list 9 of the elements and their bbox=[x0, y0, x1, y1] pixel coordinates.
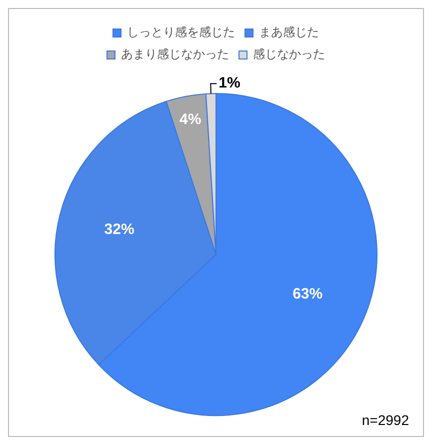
legend-label: 感じなかった bbox=[253, 47, 325, 62]
legend-label: しっとり感を感じた bbox=[127, 25, 235, 40]
data-label: 1% bbox=[218, 74, 240, 92]
text: n=2992 bbox=[362, 412, 409, 428]
legend-label: あまり感じなかった bbox=[121, 47, 229, 62]
data-label: 4% bbox=[180, 111, 202, 128]
legend-label: まあ感じた bbox=[259, 25, 319, 40]
data-label: 63% bbox=[292, 285, 323, 302]
data-label: 32% bbox=[104, 220, 134, 238]
